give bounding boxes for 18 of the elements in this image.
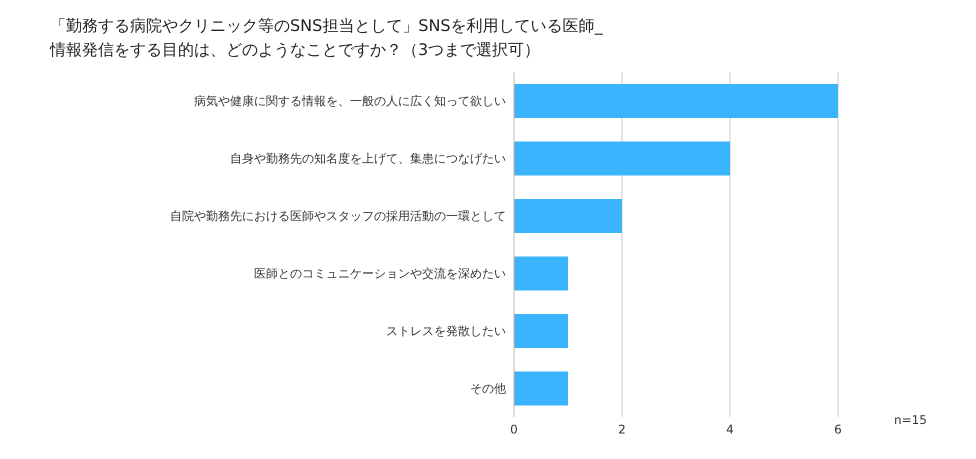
x-tick-label: 4 [726, 422, 734, 437]
y-tick-label: 自身や勤務先の知名度を上げて、集患につなげたい [230, 152, 506, 166]
text: n=15 [894, 413, 927, 427]
y-tick-label: その他 [470, 382, 506, 396]
bar [514, 372, 568, 406]
bar [514, 142, 730, 176]
bar [514, 199, 622, 233]
text: 「勤務する病院やクリニック等のSNS担当として」SNSを利用している医師_ 情報発信をする目的は、どのようなことですか？（3つまで選択可） [50, 15, 603, 61]
y-tick-label: 病気や健康に関する情報を、一般の人に広く知って欲しい [194, 94, 506, 108]
bar [514, 256, 568, 290]
y-tick-label: ストレスを発散したい [386, 324, 506, 338]
x-tick-label: 6 [834, 422, 842, 437]
x-tick-label: 0 [510, 422, 518, 437]
y-tick-label: 自院や勤務先における医師やスタッフの採用活動の一環として [170, 209, 506, 224]
y-tick-label: 医師とのコミュニケーションや交流を深めたい [254, 266, 506, 281]
bar [514, 84, 838, 118]
x-tick-label: 2 [618, 422, 626, 437]
bar [514, 314, 568, 348]
